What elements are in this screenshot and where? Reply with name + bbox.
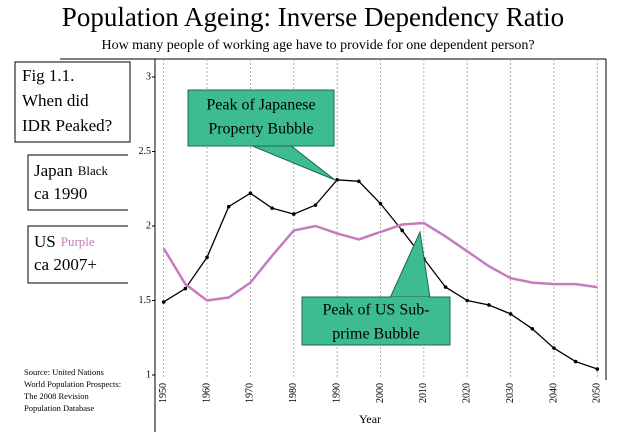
point <box>161 300 166 304</box>
x-tick-label: 2010 <box>418 383 429 403</box>
y-tick-label: 1.5 <box>139 295 152 306</box>
point <box>465 298 470 303</box>
series-label: Japan Black <box>34 161 109 180</box>
point <box>487 303 491 307</box>
point <box>270 206 274 210</box>
series-name: Japan <box>34 161 73 180</box>
point <box>183 286 188 291</box>
point <box>508 312 513 316</box>
point <box>573 359 578 364</box>
chart-subtitle: How many people of working age have to p… <box>101 38 534 53</box>
annotation: Peak of Japanese <box>206 97 315 114</box>
point <box>335 178 339 182</box>
point <box>291 212 296 216</box>
side-boxes <box>27 154 128 284</box>
x-tick-label: 1960 <box>201 383 212 403</box>
point <box>205 255 209 260</box>
x-axis-label: Year <box>359 412 381 426</box>
series-note: ca 2007+ <box>34 255 97 274</box>
source: Population Database <box>24 403 94 413</box>
callout-box <box>187 89 335 147</box>
y-tick-label: 2.5 <box>139 146 152 157</box>
point <box>357 179 361 184</box>
annotation: Property Bubble <box>208 121 313 138</box>
point <box>400 228 404 233</box>
point <box>595 367 600 371</box>
y-tick-label: 1 <box>146 369 151 380</box>
series-note: ca 1990 <box>34 184 87 203</box>
fig-box <box>14 61 131 143</box>
point <box>313 203 318 207</box>
fig-note: Fig 1.1. <box>22 66 74 85</box>
callout-pointer <box>249 144 336 181</box>
x-tick-label: 1990 <box>331 383 342 403</box>
point <box>226 204 231 209</box>
point <box>552 346 556 350</box>
chart-title: Population Ageing: Inverse Dependency Ra… <box>62 2 564 32</box>
series-name: US <box>34 232 56 251</box>
point <box>248 191 253 196</box>
callout-pointer <box>389 230 431 299</box>
series-color-word: Purple <box>61 234 95 249</box>
point <box>378 201 383 206</box>
x-tick-label: 2050 <box>592 383 603 403</box>
x-tick-label: 1950 <box>158 383 169 403</box>
annotation: Peak of US Sub- <box>322 302 429 319</box>
fig-note: IDR Peaked? <box>22 116 112 135</box>
point <box>530 327 535 331</box>
series-line <box>162 221 598 302</box>
source: The 2008 Revision <box>24 391 89 401</box>
y-tick-label: 2 <box>146 220 151 231</box>
source: World Population Prospects: <box>24 379 121 389</box>
x-tick-label: 1980 <box>288 383 299 403</box>
x-tick-label: 2020 <box>462 383 473 403</box>
fig-note: When did <box>22 91 89 110</box>
y-tick-label: 3 <box>146 71 151 82</box>
annotation: prime Bubble <box>332 326 420 343</box>
series-label: US Purple <box>34 232 95 251</box>
point <box>443 285 448 289</box>
x-tick-label: 2000 <box>375 383 386 403</box>
series-color-word: Black <box>78 163 109 178</box>
x-tick-label: 2040 <box>548 383 559 403</box>
x-tick-label: 2030 <box>505 383 516 403</box>
x-tick-label: 1970 <box>245 383 256 403</box>
callout-box <box>301 296 451 346</box>
source: Source: United Nations <box>24 367 104 377</box>
